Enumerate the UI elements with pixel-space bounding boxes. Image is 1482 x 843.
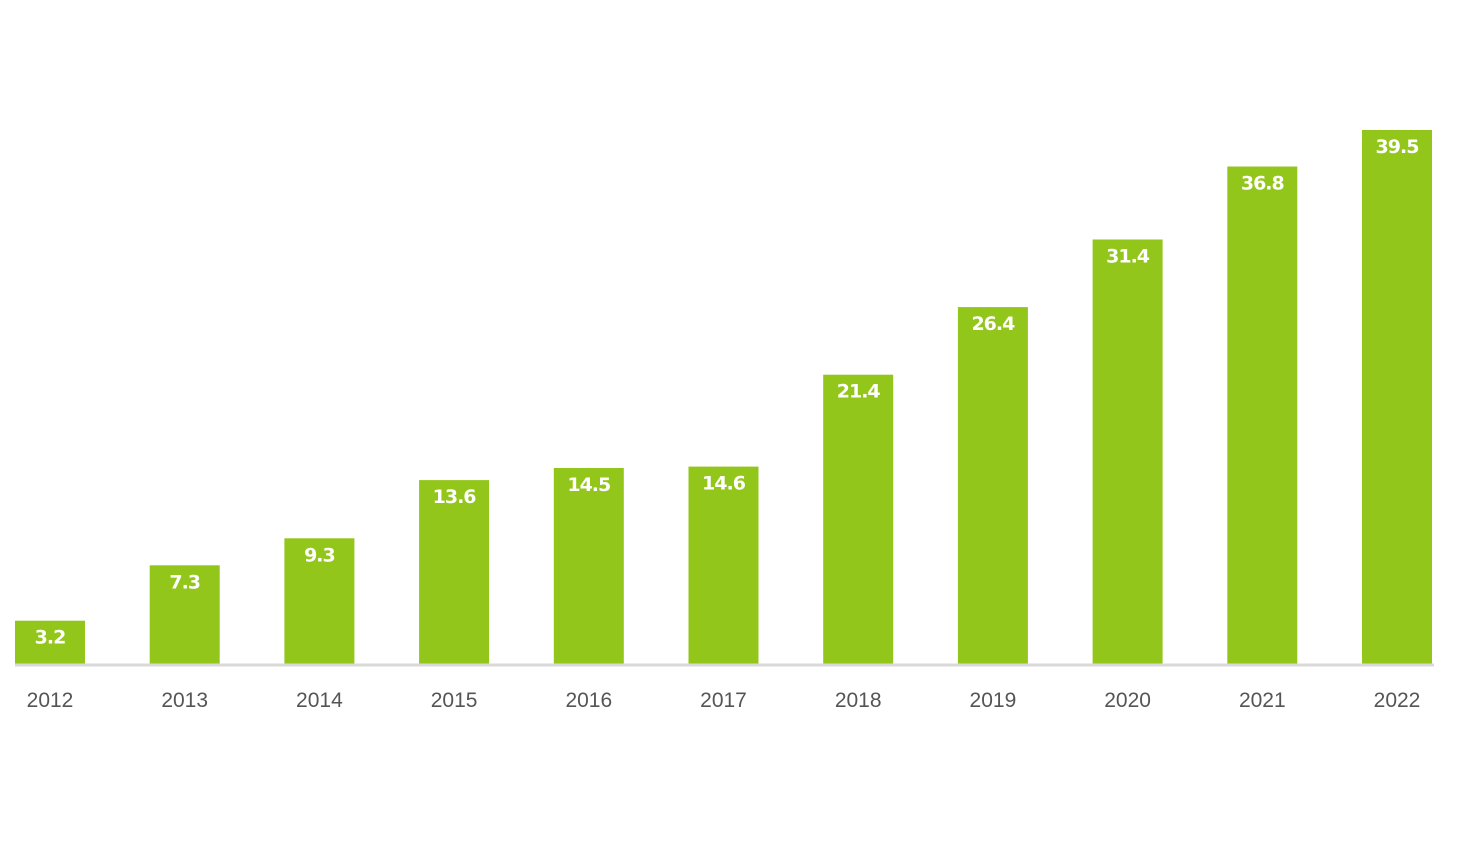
bar-value-label: 39.5 (1376, 136, 1419, 158)
bar-2020 (1092, 239, 1163, 664)
bar-2014 (284, 538, 355, 664)
bar-value-label: 21.4 (837, 381, 881, 403)
bar-value-label: 13.6 (433, 486, 477, 508)
x-tick-label: 2020 (1104, 689, 1151, 712)
x-tick-label: 2022 (1374, 689, 1421, 712)
bar-value-label: 31.4 (1106, 246, 1150, 268)
x-tick-label: 2018 (835, 689, 882, 712)
bar-2021 (1227, 166, 1298, 664)
x-tick-label: 2012 (27, 689, 74, 712)
bar-2019 (957, 307, 1028, 664)
bar-2022 (1362, 130, 1432, 664)
bar-2012 (15, 620, 85, 664)
bar-value-label: 3.2 (35, 627, 66, 649)
bar-value-label: 26.4 (971, 313, 1015, 335)
x-tick-label: 2013 (161, 689, 208, 712)
bar-value-label: 7.3 (169, 571, 200, 593)
bar-value-label: 14.5 (567, 474, 610, 496)
bar-2016 (553, 468, 624, 664)
bar-2013 (149, 565, 220, 664)
x-tick-label: 2019 (970, 689, 1017, 712)
x-tick-labels: 2012 2013 2014 2015 2016 2017 2018 2019 2020 2021… (27, 689, 1421, 712)
bar-2018 (823, 374, 894, 664)
x-tick-label: 2014 (296, 689, 343, 712)
bars-layer: 3.2 7.3 9.3 13.6 14.5 14.6 21.4 26.4 31.4 36.8 39.… (15, 130, 1432, 664)
x-tick-label: 2017 (700, 689, 747, 712)
bar-value-label: 14.6 (702, 473, 746, 495)
x-tick-label: 2016 (565, 689, 612, 712)
x-tick-label: 2021 (1239, 689, 1286, 712)
bar-2017 (688, 466, 759, 664)
bar-value-label: 36.8 (1241, 173, 1285, 195)
x-tick-label: 2015 (431, 689, 478, 712)
bar-value-label: 9.3 (304, 544, 335, 566)
bar-2015 (419, 480, 490, 664)
